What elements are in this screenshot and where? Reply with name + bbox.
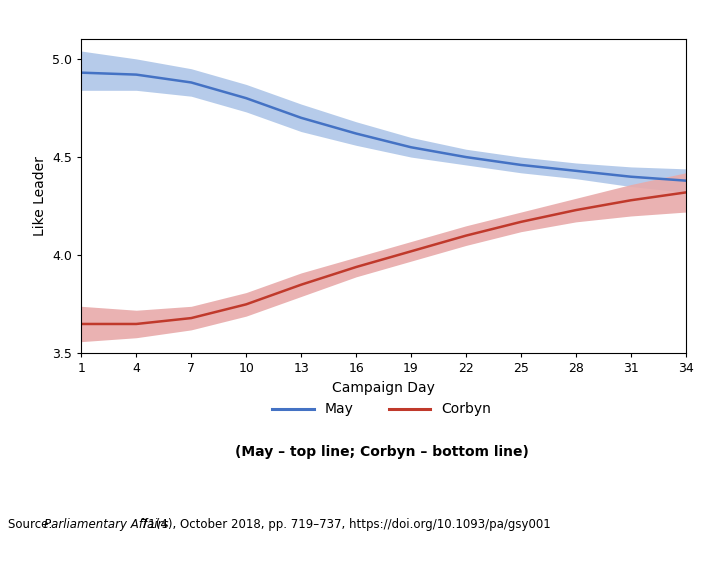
Y-axis label: Like Leader: Like Leader — [33, 157, 47, 236]
Text: (May – top line; Corbyn – bottom line): (May – top line; Corbyn – bottom line) — [235, 445, 529, 458]
Text: Parliamentary Affairs: Parliamentary Affairs — [44, 518, 168, 531]
Legend: May, Corbyn: May, Corbyn — [267, 397, 497, 422]
Text: Source:: Source: — [8, 518, 57, 531]
X-axis label: Campaign Day: Campaign Day — [332, 381, 435, 395]
Text: 71(4), October 2018, pp. 719–737, https://doi.org/10.1093/pa/gsy001: 71(4), October 2018, pp. 719–737, https:… — [137, 518, 551, 531]
